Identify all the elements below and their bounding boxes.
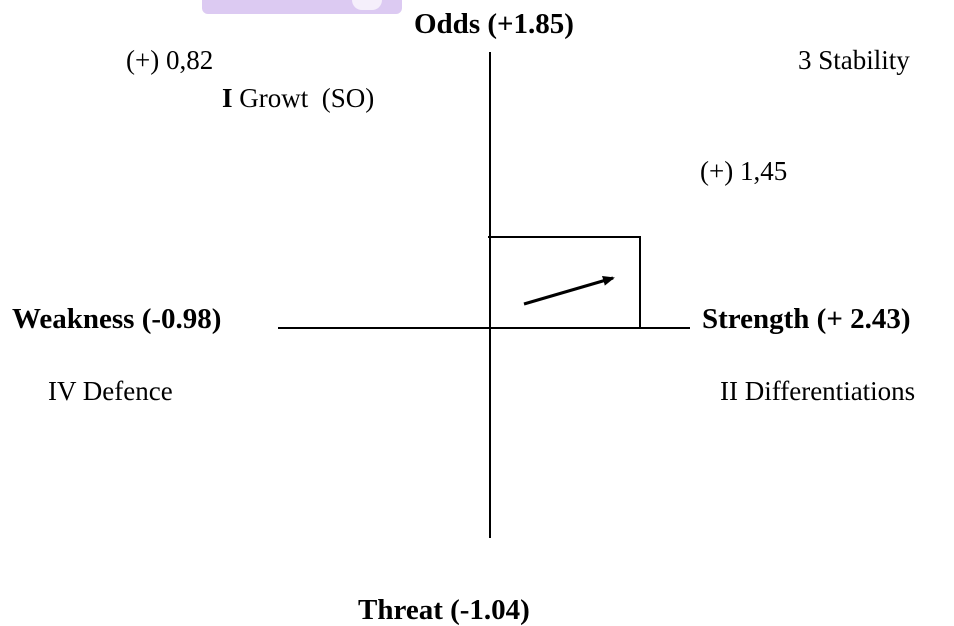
- quadrant-1-value: (+) 0,82: [126, 45, 214, 75]
- quadrant-3-label: 3 Stability: [798, 45, 910, 75]
- quadrant-1-label: Growt (SO): [239, 83, 375, 113]
- quadrant-2-label: II Differentiations: [720, 376, 916, 406]
- direction-arrow: [523, 276, 615, 306]
- position-box: [488, 236, 641, 328]
- quadrant-4-label: IV Defence: [48, 376, 173, 406]
- quadrant-1-title: I Growt (SO): [222, 85, 374, 112]
- axis-label-strength: Strength (+ 2.43): [702, 303, 911, 335]
- position-value: (+) 1,45: [700, 156, 788, 186]
- axis-label-odds: Odds (+1.85): [414, 8, 574, 40]
- axis-label-threat: Threat (-1.04): [358, 594, 530, 626]
- quadrant-1-numeral: I: [222, 83, 233, 113]
- top-tab-notch: [352, 0, 382, 10]
- axis-label-weakness: Weakness (-0.98): [12, 303, 222, 335]
